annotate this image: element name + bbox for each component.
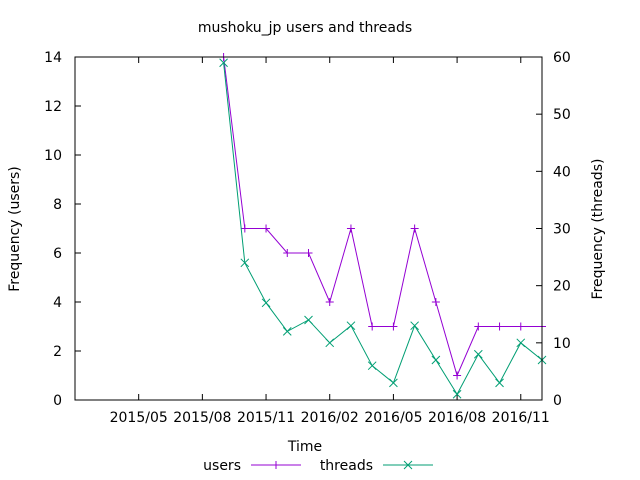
data-point-users — [262, 224, 271, 233]
y2-tick-label: 30 — [553, 222, 571, 238]
data-point-threads — [346, 321, 356, 331]
legend-marker-threads — [403, 460, 413, 470]
chart-title: mushoku_jp users and threads — [198, 20, 412, 36]
y2-tick-label: 10 — [553, 336, 571, 352]
data-point-users — [431, 298, 440, 306]
x-tick-label: 2015/08 — [173, 410, 231, 426]
y-tick-label: 2 — [53, 344, 62, 360]
x-tick-label: 2016/05 — [364, 410, 422, 426]
series-users — [219, 53, 546, 380]
legend-symbol-users — [272, 461, 280, 469]
data-point-users — [325, 298, 334, 306]
data-point-users — [453, 371, 462, 380]
data-point-threads — [452, 389, 462, 399]
data-point-threads — [261, 298, 271, 308]
legend: users threads — [203, 458, 433, 474]
data-point-users — [283, 249, 292, 257]
data-point-threads — [389, 378, 398, 388]
data-point-threads — [431, 355, 441, 365]
data-point-threads — [410, 321, 419, 331]
data-point-threads — [495, 378, 504, 388]
y-tick-label: 8 — [53, 197, 62, 213]
y-tick-label: 14 — [44, 50, 62, 66]
y-tick-label: 6 — [53, 246, 62, 262]
data-point-threads — [367, 361, 377, 371]
x-tick-label: 2016/02 — [301, 410, 359, 426]
x-tick-label: 2015/05 — [110, 410, 168, 426]
data-point-threads — [304, 315, 313, 325]
data-point-users — [346, 224, 355, 233]
legend-label-users: users — [203, 458, 241, 474]
y-tick-label: 4 — [53, 295, 62, 311]
y2-tick-label: 50 — [553, 107, 571, 123]
data-point-users — [410, 224, 419, 233]
data-point-users — [368, 322, 377, 331]
data-point-threads — [473, 349, 483, 359]
y-tick-label: 10 — [44, 148, 62, 164]
data-point-users — [474, 322, 483, 331]
data-point-threads — [240, 258, 250, 268]
data-point-users — [516, 322, 525, 331]
series-threads — [219, 58, 547, 399]
y2-tick-label: 40 — [553, 164, 571, 180]
y-tick-label: 0 — [53, 393, 62, 409]
data-point-users — [240, 224, 249, 233]
y2-tick-label: 20 — [553, 279, 571, 295]
x-tick-label: 2016/11 — [492, 410, 550, 426]
data-point-users — [389, 322, 398, 331]
legend-label-threads: threads — [320, 458, 373, 474]
y2-tick-label: 0 — [553, 393, 562, 409]
data-point-threads — [325, 338, 335, 348]
x-tick-label: 2015/11 — [237, 410, 295, 426]
data-point-users — [304, 249, 313, 257]
data-point-threads — [282, 327, 292, 336]
y-axis-left: 0 2 4 6 8 10 12 14 — [44, 50, 81, 409]
series-layer — [219, 53, 547, 399]
series-line-threads — [223, 62, 543, 396]
data-point-threads — [516, 338, 526, 348]
legend-symbol-threads — [403, 460, 413, 470]
y-axis-right: 0 10 20 30 40 50 60 — [536, 50, 571, 409]
series-line-users — [223, 56, 542, 377]
y-axis-label-left: Frequency (users) — [7, 166, 23, 292]
data-point-users — [495, 322, 504, 331]
y-tick-label: 12 — [44, 99, 62, 115]
data-point-threads — [219, 58, 228, 68]
y-axis-label-right: Frequency (threads) — [590, 159, 606, 300]
plot-border — [74, 56, 543, 401]
x-tick-label: 2016/08 — [428, 410, 486, 426]
x-axis-label: Time — [287, 439, 322, 455]
y2-tick-label: 60 — [553, 50, 571, 66]
legend-marker-users — [272, 461, 280, 469]
x-axis: 2015/05 2015/08 2015/11 2016/02 2016/05 2016/… — [110, 57, 550, 426]
